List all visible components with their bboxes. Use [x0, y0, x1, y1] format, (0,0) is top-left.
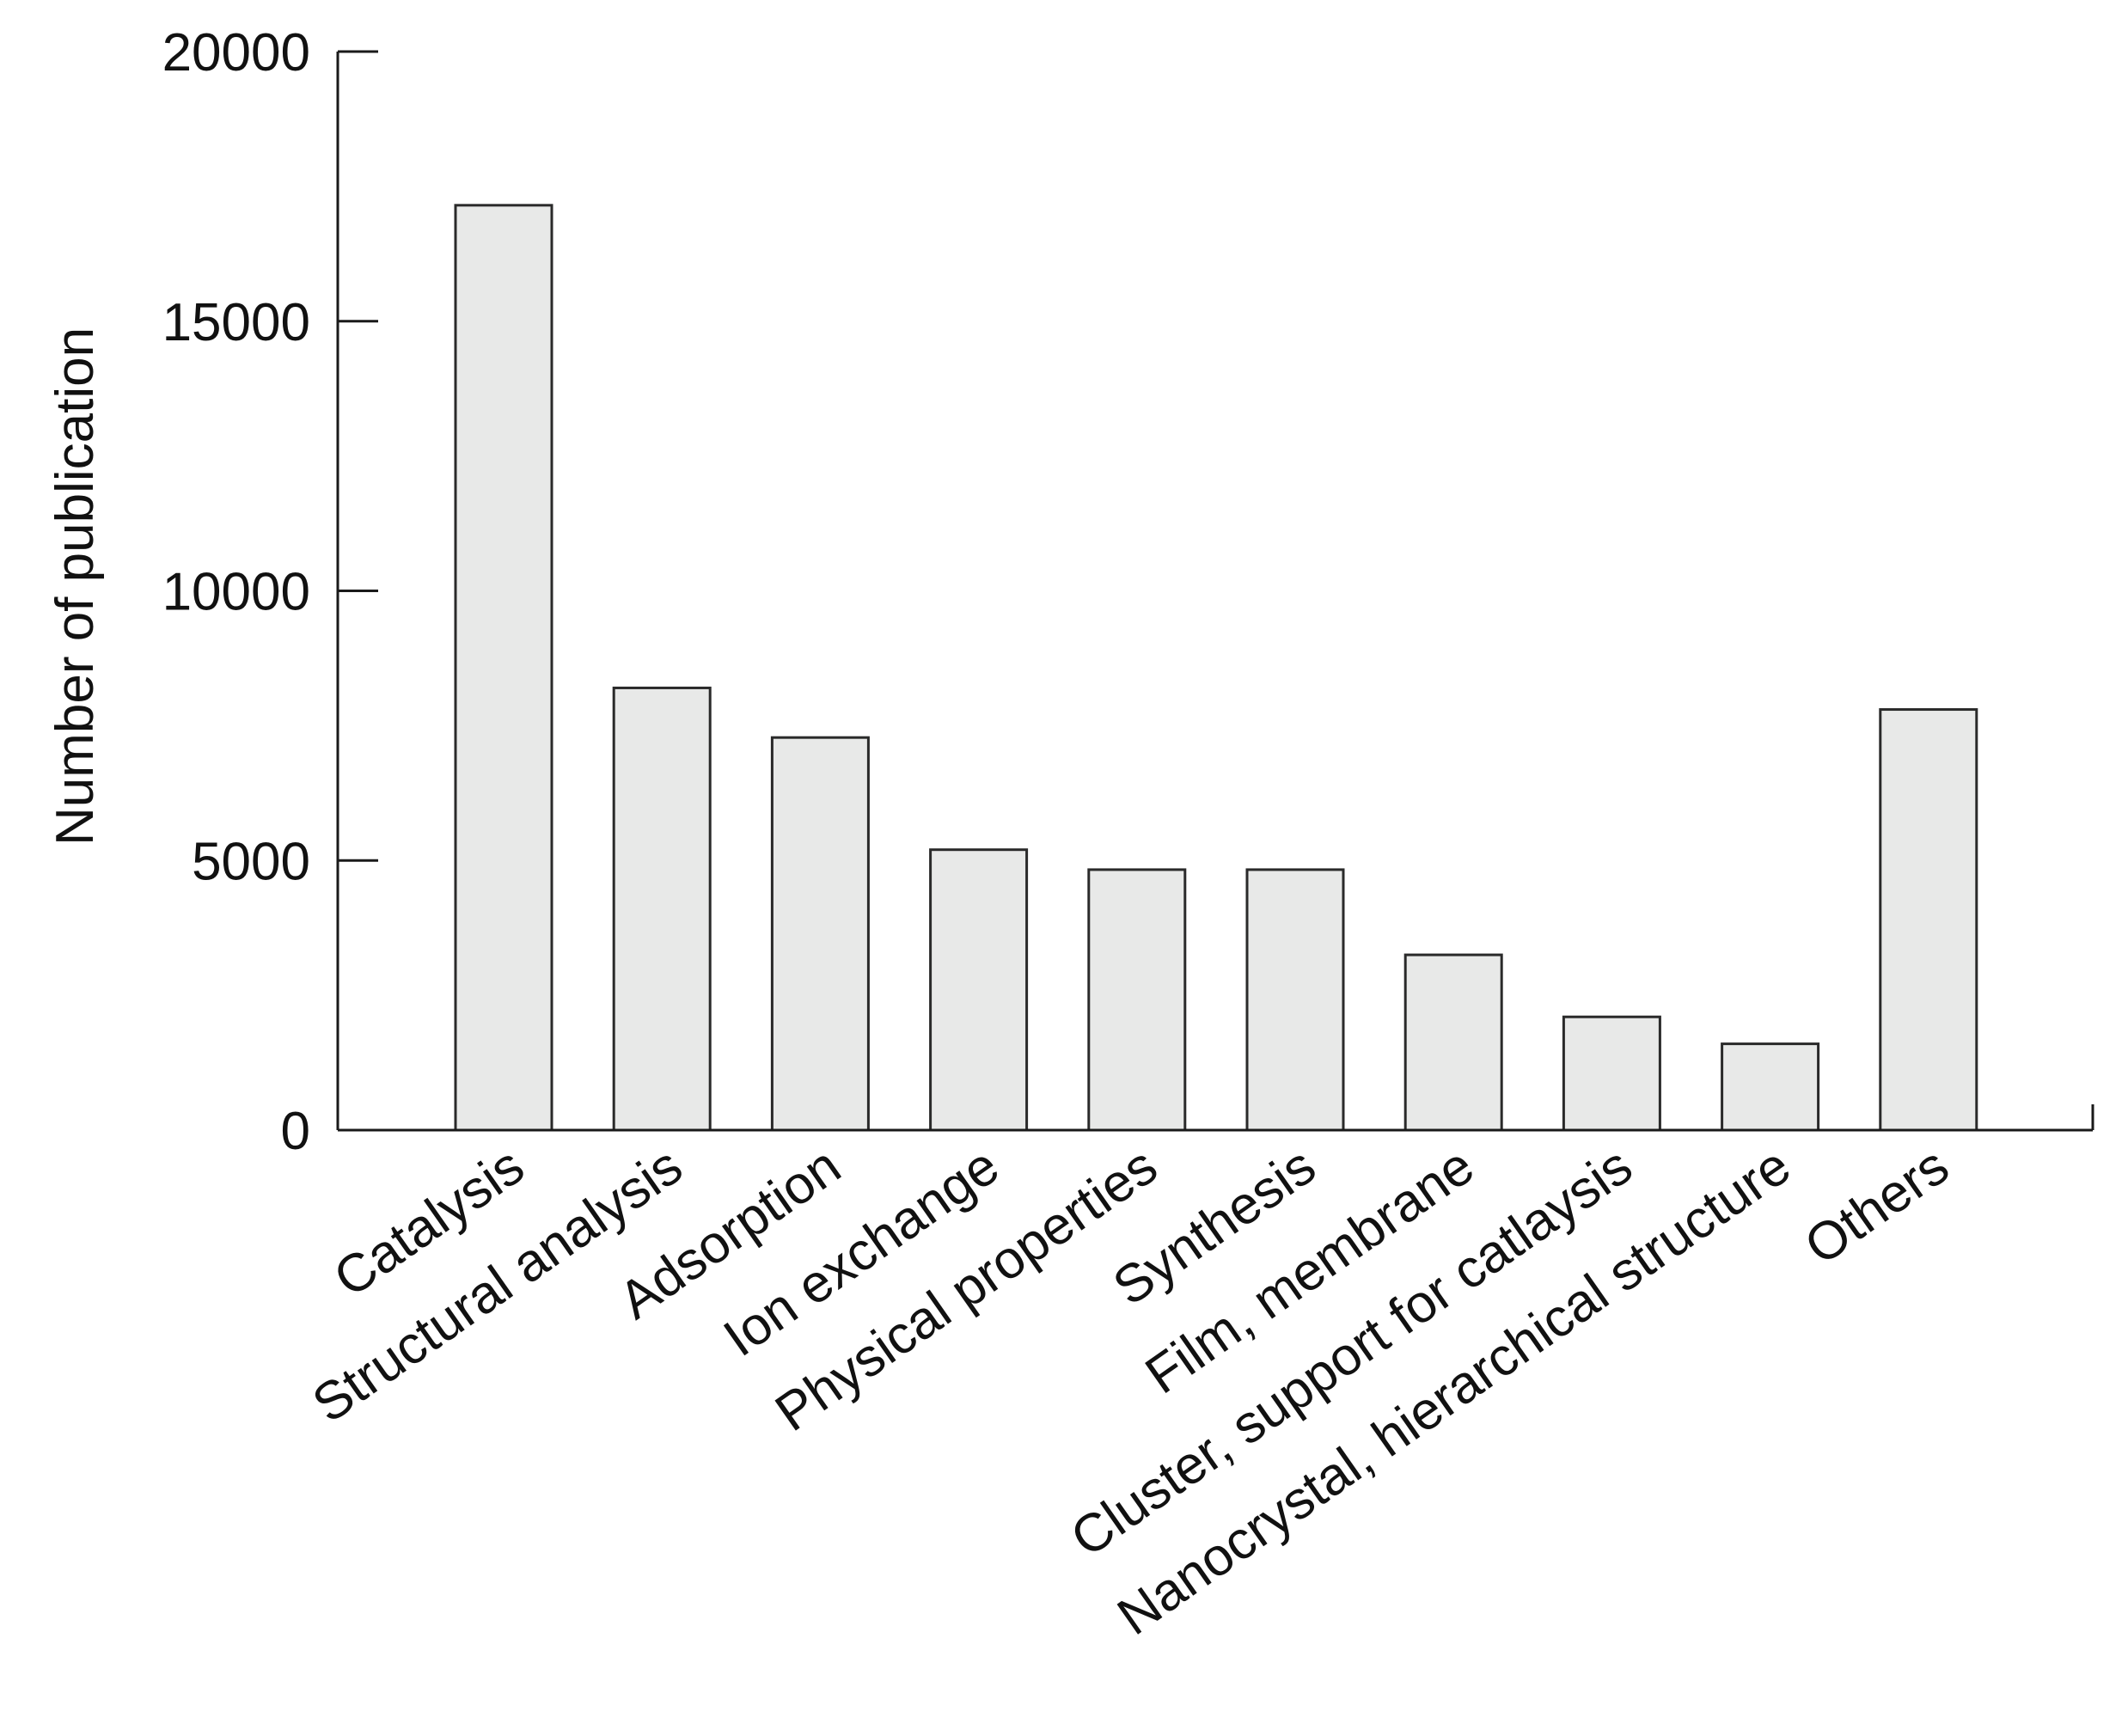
y-tick-label: 0 — [281, 1102, 310, 1161]
y-axis: 0 5000 10000 15000 20000 — [162, 23, 378, 1161]
bar-adsorption — [770, 736, 870, 1132]
bar-physical-properties — [1087, 868, 1187, 1132]
y-tick-label: 5000 — [192, 832, 310, 891]
x-category-label: Others — [1795, 1136, 1960, 1276]
bar-catalysis — [454, 204, 553, 1132]
bar-nanocrystal-hierarchical-structure — [1721, 1042, 1820, 1132]
y-axis-title: Number of publication — [46, 327, 105, 846]
bar-ion-exchange — [929, 848, 1029, 1132]
bar-others — [1879, 708, 1978, 1132]
y-tick-label: 15000 — [162, 293, 310, 352]
y-tick-label: 20000 — [162, 23, 310, 83]
bar-film-membrane — [1403, 953, 1503, 1132]
bar-cluster-support-for-catlaysis — [1562, 1015, 1661, 1132]
bar-structural-analysis — [612, 686, 712, 1132]
bars — [454, 204, 1978, 1132]
y-tick-label: 10000 — [162, 563, 310, 622]
bar-synthesis — [1245, 868, 1345, 1132]
